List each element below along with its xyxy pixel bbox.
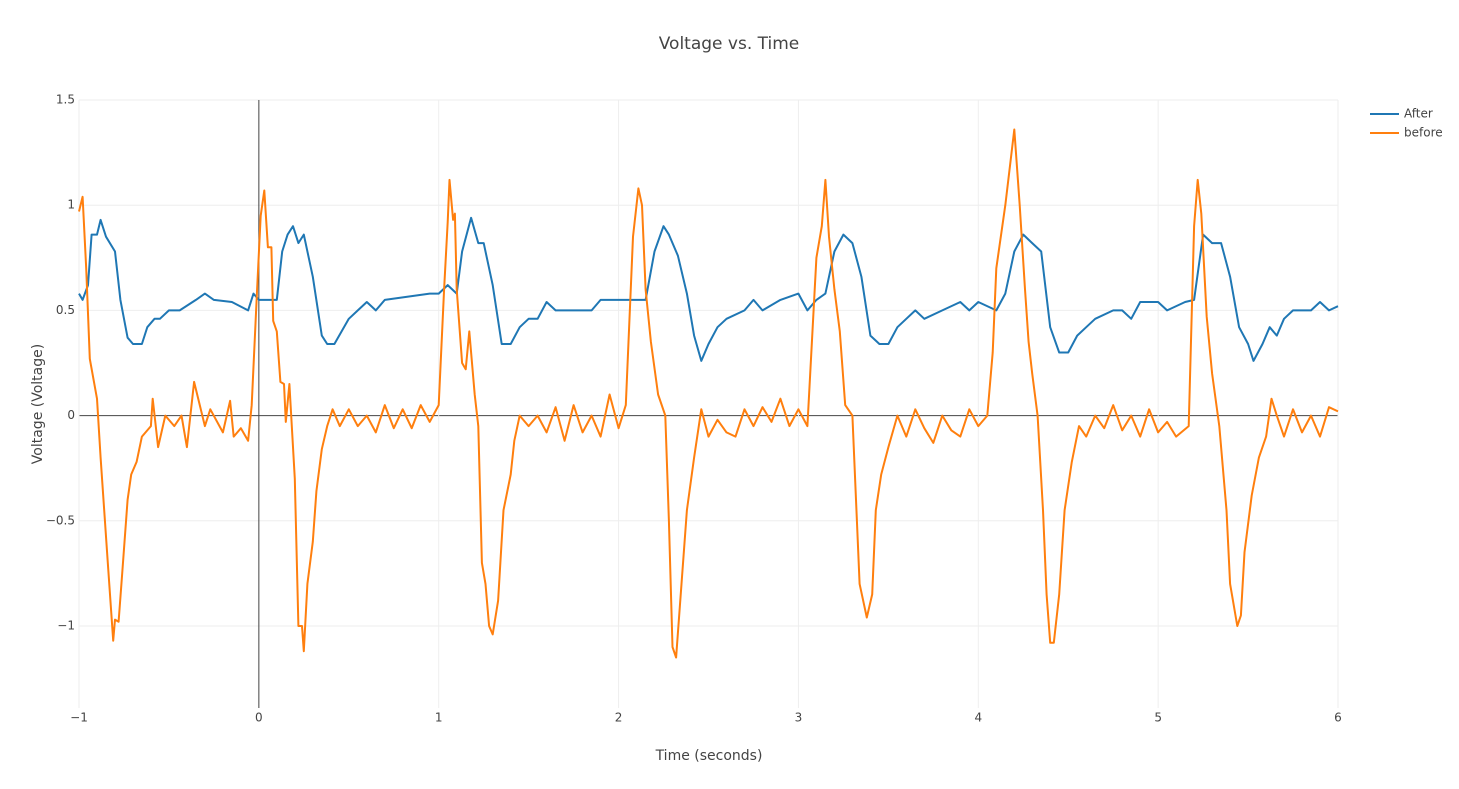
x-tick-label: 5 bbox=[1154, 711, 1162, 725]
y-tick-label: 1.5 bbox=[56, 93, 75, 107]
y-tick-label: 0 bbox=[67, 408, 75, 422]
legend-label[interactable]: After bbox=[1404, 107, 1433, 121]
x-tick-label: 6 bbox=[1334, 711, 1342, 725]
y-tick-label: 1 bbox=[67, 198, 75, 212]
x-axis-label: Time (seconds) bbox=[655, 748, 763, 764]
x-tick-label: 3 bbox=[795, 711, 803, 725]
x-tick-label: −1 bbox=[70, 711, 88, 725]
y-tick-label: 0.5 bbox=[56, 303, 75, 317]
x-tick-label: 2 bbox=[615, 711, 623, 725]
chart-title: Voltage vs. Time bbox=[659, 34, 800, 54]
line-series bbox=[78, 216, 1339, 362]
x-tick-label: 0 bbox=[255, 711, 263, 725]
legend-label[interactable]: before bbox=[1404, 126, 1443, 140]
y-tick-label: −1 bbox=[57, 618, 75, 632]
y-axis-label: Voltage (Voltage) bbox=[30, 344, 46, 464]
x-tick-label: 1 bbox=[435, 711, 443, 725]
x-tick-label: 4 bbox=[974, 711, 982, 725]
line-series bbox=[78, 128, 1339, 659]
y-tick-label: −0.5 bbox=[46, 513, 75, 527]
